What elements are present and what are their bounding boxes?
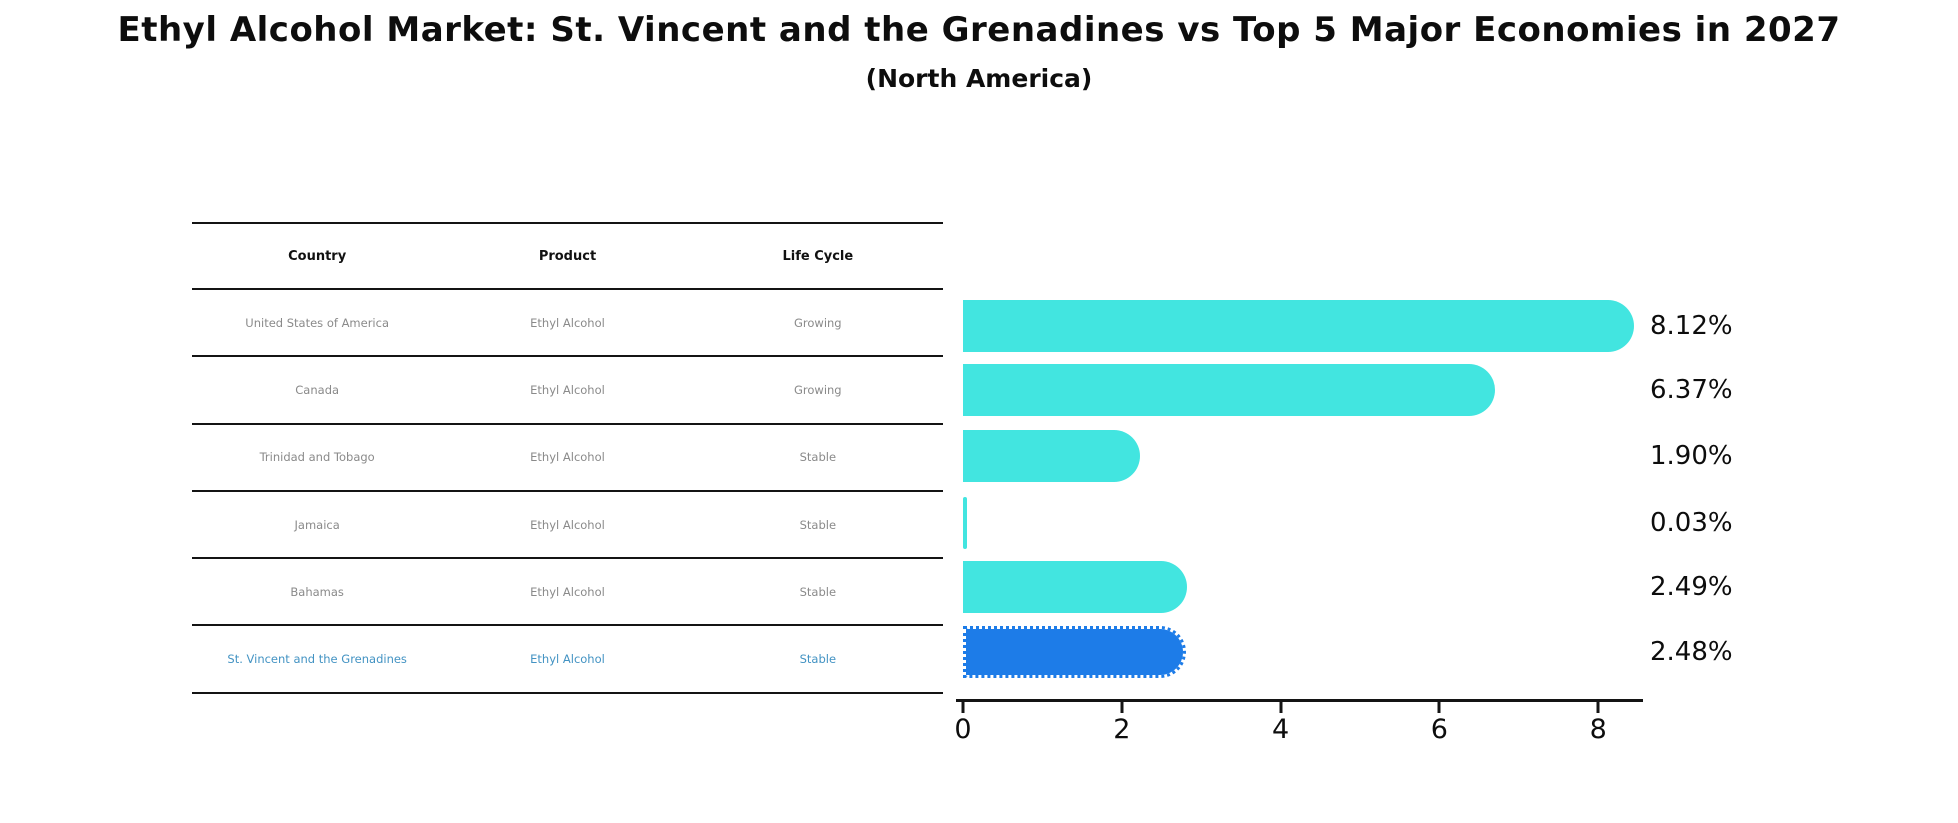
product-cell: Ethyl Alcohol bbox=[530, 517, 605, 532]
table-row: Bahamas Ethyl Alcohol Stable bbox=[192, 559, 943, 627]
value-label: 8.12% bbox=[1650, 311, 1733, 341]
table-row: Trinidad and Tobago Ethyl Alcohol Stable bbox=[192, 425, 943, 492]
value-label: 2.49% bbox=[1650, 572, 1733, 602]
country-cell: United States of America bbox=[245, 315, 390, 330]
x-axis-tick-label: 2 bbox=[1113, 714, 1131, 745]
country-cell: Jamaica bbox=[294, 517, 340, 532]
table-row: Canada Ethyl Alcohol Growing bbox=[192, 357, 943, 425]
product-cell: Ethyl Alcohol bbox=[530, 382, 605, 397]
bar-st-vincent-highlighted bbox=[963, 626, 1186, 678]
value-label: 0.03% bbox=[1650, 508, 1733, 538]
product-cell: Ethyl Alcohol bbox=[530, 315, 605, 330]
chart-title: Ethyl Alcohol Market: St. Vincent and th… bbox=[117, 10, 1841, 50]
x-axis-tick-label: 0 bbox=[954, 714, 972, 745]
x-axis-tick bbox=[1596, 702, 1600, 713]
x-axis-line bbox=[956, 699, 1643, 702]
column-header-country: Country bbox=[288, 248, 347, 264]
country-cell: St. Vincent and the Grenadines bbox=[227, 652, 407, 667]
value-label: 1.90% bbox=[1650, 441, 1733, 471]
product-cell: Ethyl Alcohol bbox=[530, 584, 605, 599]
country-table: Country Product Life Cycle United States… bbox=[192, 222, 943, 694]
x-axis-tick-label: 6 bbox=[1430, 714, 1448, 745]
table-row: United States of America Ethyl Alcohol G… bbox=[192, 290, 943, 358]
life-cycle-cell: Stable bbox=[799, 517, 837, 532]
value-label: 2.48% bbox=[1650, 637, 1733, 667]
chart-subtitle: (North America) bbox=[865, 64, 1093, 93]
bar-bahamas bbox=[963, 561, 1187, 613]
bar-jamaica bbox=[963, 497, 967, 549]
x-axis-tick-label: 8 bbox=[1589, 714, 1607, 745]
table-row: Jamaica Ethyl Alcohol Stable bbox=[192, 492, 943, 560]
column-header-product: Product bbox=[538, 248, 597, 264]
x-axis-tick bbox=[961, 702, 965, 713]
table-header-row: Country Product Life Cycle bbox=[192, 224, 943, 290]
life-cycle-cell: Growing bbox=[794, 315, 842, 330]
life-cycle-cell: Stable bbox=[799, 652, 837, 667]
country-cell: Trinidad and Tobago bbox=[259, 450, 375, 465]
value-label: 6.37% bbox=[1650, 375, 1733, 405]
bar-canada bbox=[963, 364, 1495, 416]
table-row-highlighted: St. Vincent and the Grenadines Ethyl Alc… bbox=[192, 626, 943, 694]
product-cell: Ethyl Alcohol bbox=[530, 652, 605, 667]
product-cell: Ethyl Alcohol bbox=[530, 450, 605, 465]
x-axis-tick bbox=[1279, 702, 1283, 713]
x-axis-tick-label: 4 bbox=[1272, 714, 1290, 745]
country-cell: Canada bbox=[295, 382, 340, 397]
column-header-life-cycle: Life Cycle bbox=[782, 248, 854, 264]
life-cycle-cell: Stable bbox=[799, 584, 837, 599]
life-cycle-cell: Growing bbox=[794, 382, 842, 397]
bar-united-states bbox=[963, 300, 1634, 352]
x-axis-tick bbox=[1120, 702, 1124, 713]
life-cycle-cell: Stable bbox=[799, 450, 837, 465]
bar-trinidad-and-tobago bbox=[963, 430, 1140, 482]
country-cell: Bahamas bbox=[290, 584, 344, 599]
x-axis-tick bbox=[1437, 702, 1441, 713]
